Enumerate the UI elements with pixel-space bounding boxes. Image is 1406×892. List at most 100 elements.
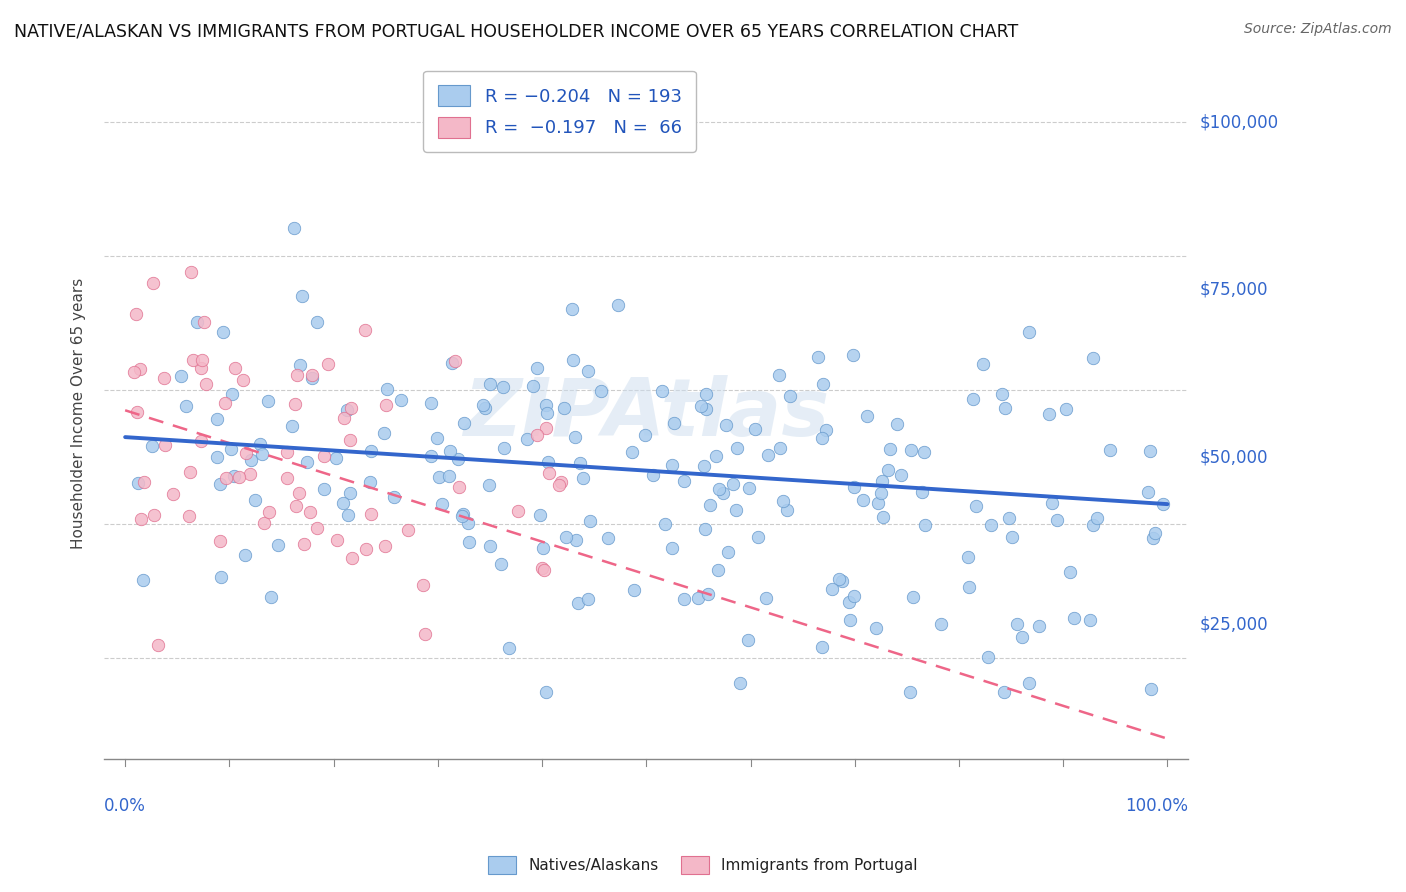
Point: [842, 348, 865, 362]
Point: [844, 479, 866, 493]
Point: [340, 401, 363, 416]
Point: [447, 452, 470, 467]
Point: [623, 582, 645, 597]
Point: [1144, 526, 1167, 541]
Point: [291, 289, 314, 303]
Point: [870, 475, 893, 489]
Point: [550, 475, 572, 489]
Point: [374, 398, 396, 412]
Point: [257, 393, 280, 408]
Point: [339, 434, 361, 448]
Point: [707, 563, 730, 577]
Point: [453, 416, 475, 430]
Point: [325, 451, 347, 466]
Point: [747, 530, 769, 544]
Point: [526, 428, 548, 442]
Text: ZIPAtlas: ZIPAtlas: [463, 375, 830, 452]
Point: [162, 487, 184, 501]
Point: [516, 432, 538, 446]
Point: [186, 316, 208, 330]
Point: [224, 469, 246, 483]
Point: [420, 395, 443, 409]
Point: [911, 484, 934, 499]
Point: [870, 486, 893, 500]
Point: [179, 509, 201, 524]
Point: [190, 360, 212, 375]
Point: [337, 508, 360, 522]
Point: [249, 437, 271, 451]
Point: [193, 315, 215, 329]
Point: [738, 481, 761, 495]
Point: [879, 442, 901, 456]
Point: [1011, 631, 1033, 645]
Point: [280, 418, 302, 433]
Point: [180, 265, 202, 279]
Point: [208, 476, 231, 491]
Point: [419, 449, 441, 463]
Point: [219, 442, 242, 456]
Point: [250, 447, 273, 461]
Point: [831, 574, 853, 588]
Point: [972, 357, 994, 371]
Point: [129, 512, 152, 526]
Point: [440, 356, 463, 370]
Text: 100.0%: 100.0%: [1125, 797, 1188, 814]
Point: [153, 371, 176, 385]
Point: [143, 508, 166, 523]
Legend: Natives/Alaskans, Immigrants from Portugal: Natives/Alaskans, Immigrants from Portug…: [482, 850, 924, 880]
Point: [214, 396, 236, 410]
Point: [312, 482, 335, 496]
Point: [127, 476, 149, 491]
Point: [169, 368, 191, 383]
Point: [695, 386, 717, 401]
Point: [1046, 513, 1069, 527]
Point: [122, 365, 145, 379]
Point: [579, 514, 602, 528]
Point: [215, 471, 238, 485]
Point: [838, 613, 860, 627]
Point: [307, 521, 329, 535]
Point: [957, 580, 980, 594]
Point: [359, 475, 381, 489]
Point: [838, 595, 860, 609]
Point: [1081, 517, 1104, 532]
Point: [886, 417, 908, 431]
Point: [553, 401, 575, 416]
Point: [374, 539, 396, 553]
Point: [962, 392, 984, 406]
Point: [1018, 676, 1040, 690]
Point: [288, 358, 311, 372]
Point: [339, 486, 361, 500]
Point: [295, 455, 318, 469]
Point: [769, 442, 792, 456]
Point: [426, 431, 449, 445]
Point: [815, 423, 838, 437]
Point: [993, 685, 1015, 699]
Point: [1054, 402, 1077, 417]
Point: [673, 474, 696, 488]
Point: [744, 422, 766, 436]
Point: [301, 370, 323, 384]
Point: [998, 511, 1021, 525]
Point: [207, 450, 229, 465]
Point: [439, 443, 461, 458]
Point: [1028, 619, 1050, 633]
Point: [276, 470, 298, 484]
Point: [326, 533, 349, 548]
Point: [494, 442, 516, 456]
Point: [531, 561, 554, 575]
Point: [957, 550, 980, 565]
Text: $50,000: $50,000: [1199, 448, 1268, 467]
Point: [699, 498, 721, 512]
Point: [768, 368, 790, 383]
Text: Source: ZipAtlas.com: Source: ZipAtlas.com: [1244, 22, 1392, 37]
Point: [1098, 442, 1121, 457]
Point: [492, 380, 515, 394]
Point: [779, 389, 801, 403]
Point: [977, 649, 1000, 664]
Point: [589, 384, 612, 399]
Point: [228, 470, 250, 484]
Point: [413, 627, 436, 641]
Text: $75,000: $75,000: [1199, 281, 1268, 299]
Point: [235, 446, 257, 460]
